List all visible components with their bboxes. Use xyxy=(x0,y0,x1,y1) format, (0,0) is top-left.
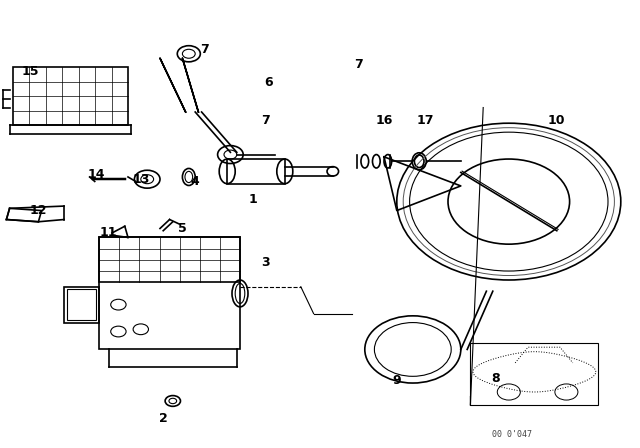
Text: 16: 16 xyxy=(375,114,393,128)
Text: 1: 1 xyxy=(248,193,257,206)
Text: 11: 11 xyxy=(100,226,118,240)
Text: 17: 17 xyxy=(417,114,435,128)
Text: 10: 10 xyxy=(548,114,566,128)
Text: 7: 7 xyxy=(200,43,209,56)
Text: 9: 9 xyxy=(392,374,401,388)
Text: 7: 7 xyxy=(354,58,363,72)
Text: 8: 8 xyxy=(492,372,500,385)
Text: 3: 3 xyxy=(261,255,270,269)
Text: 12: 12 xyxy=(29,204,47,217)
Bar xyxy=(470,343,598,405)
Bar xyxy=(227,159,285,184)
Text: 7: 7 xyxy=(261,114,270,128)
Bar xyxy=(99,237,240,282)
Text: 14: 14 xyxy=(87,168,105,181)
Text: 15: 15 xyxy=(22,65,40,78)
Text: 13: 13 xyxy=(132,172,150,186)
Bar xyxy=(99,237,240,349)
Text: 5: 5 xyxy=(178,222,187,235)
Text: 00 0'047: 00 0'047 xyxy=(492,430,532,439)
Bar xyxy=(64,287,99,323)
Bar xyxy=(67,289,96,320)
Bar xyxy=(13,67,128,125)
Text: 2: 2 xyxy=(159,412,168,426)
Text: 6: 6 xyxy=(264,76,273,90)
Text: 4: 4 xyxy=(191,175,200,188)
